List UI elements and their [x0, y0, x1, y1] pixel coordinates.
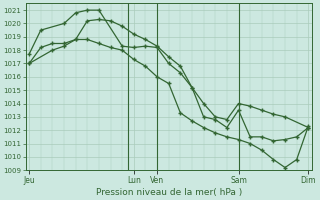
X-axis label: Pression niveau de la mer( hPa ): Pression niveau de la mer( hPa ) [96, 188, 242, 197]
